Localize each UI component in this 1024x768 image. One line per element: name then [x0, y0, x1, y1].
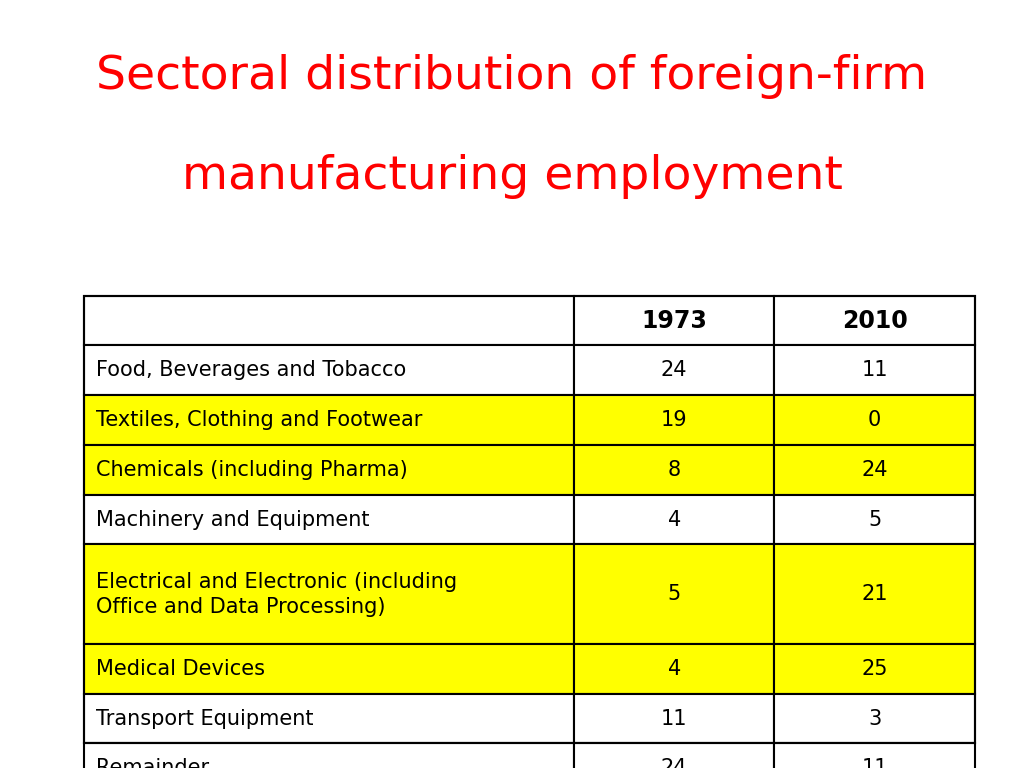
Bar	[84, 346, 573, 396]
Text: Medical Devices: Medical Devices	[96, 659, 265, 679]
Bar	[573, 396, 774, 445]
Text: 2010: 2010	[842, 309, 907, 333]
Text: manufacturing employment: manufacturing employment	[181, 154, 843, 199]
Text: 1973: 1973	[641, 309, 708, 333]
Text: 4: 4	[668, 659, 681, 679]
Text: 11: 11	[861, 360, 888, 380]
Text: 21: 21	[861, 584, 888, 604]
Text: 11: 11	[861, 758, 888, 768]
Text: Electrical and Electronic (including
Office and Data Processing): Electrical and Electronic (including Off…	[96, 571, 458, 617]
Text: Food, Beverages and Tobacco: Food, Beverages and Tobacco	[96, 360, 407, 380]
Bar	[573, 743, 774, 768]
Bar	[84, 296, 975, 743]
Bar	[84, 396, 573, 445]
Bar	[84, 445, 573, 495]
Text: Transport Equipment: Transport Equipment	[96, 709, 313, 729]
Text: Sectoral distribution of foreign-firm: Sectoral distribution of foreign-firm	[96, 54, 928, 99]
Text: 4: 4	[668, 509, 681, 530]
Text: 24: 24	[660, 758, 687, 768]
Bar	[84, 644, 573, 694]
Bar	[774, 694, 975, 743]
Bar	[774, 743, 975, 768]
Text: Remainder: Remainder	[96, 758, 209, 768]
Text: 11: 11	[660, 709, 687, 729]
Text: 5: 5	[868, 509, 882, 530]
Bar	[84, 743, 573, 768]
Bar	[84, 694, 573, 743]
Bar	[84, 545, 573, 644]
Bar	[573, 545, 774, 644]
Text: 0: 0	[868, 410, 882, 430]
Text: 3: 3	[868, 709, 882, 729]
Text: 25: 25	[861, 659, 888, 679]
Bar	[84, 495, 573, 545]
Bar	[573, 495, 774, 545]
Text: 19: 19	[660, 410, 687, 430]
Bar	[573, 296, 774, 346]
Bar	[774, 296, 975, 346]
Bar	[774, 396, 975, 445]
Bar	[774, 495, 975, 545]
Text: 5: 5	[668, 584, 681, 604]
Text: Textiles, Clothing and Footwear: Textiles, Clothing and Footwear	[96, 410, 423, 430]
Bar	[573, 346, 774, 396]
Text: 8: 8	[668, 460, 681, 480]
Text: 24: 24	[861, 460, 888, 480]
Bar	[774, 644, 975, 694]
Bar	[774, 545, 975, 644]
Text: 24: 24	[660, 360, 687, 380]
Bar	[573, 644, 774, 694]
Text: Chemicals (including Pharma): Chemicals (including Pharma)	[96, 460, 408, 480]
Text: Machinery and Equipment: Machinery and Equipment	[96, 509, 370, 530]
Bar	[774, 445, 975, 495]
Bar	[573, 694, 774, 743]
Bar	[573, 445, 774, 495]
Bar	[84, 296, 573, 346]
Bar	[774, 346, 975, 396]
